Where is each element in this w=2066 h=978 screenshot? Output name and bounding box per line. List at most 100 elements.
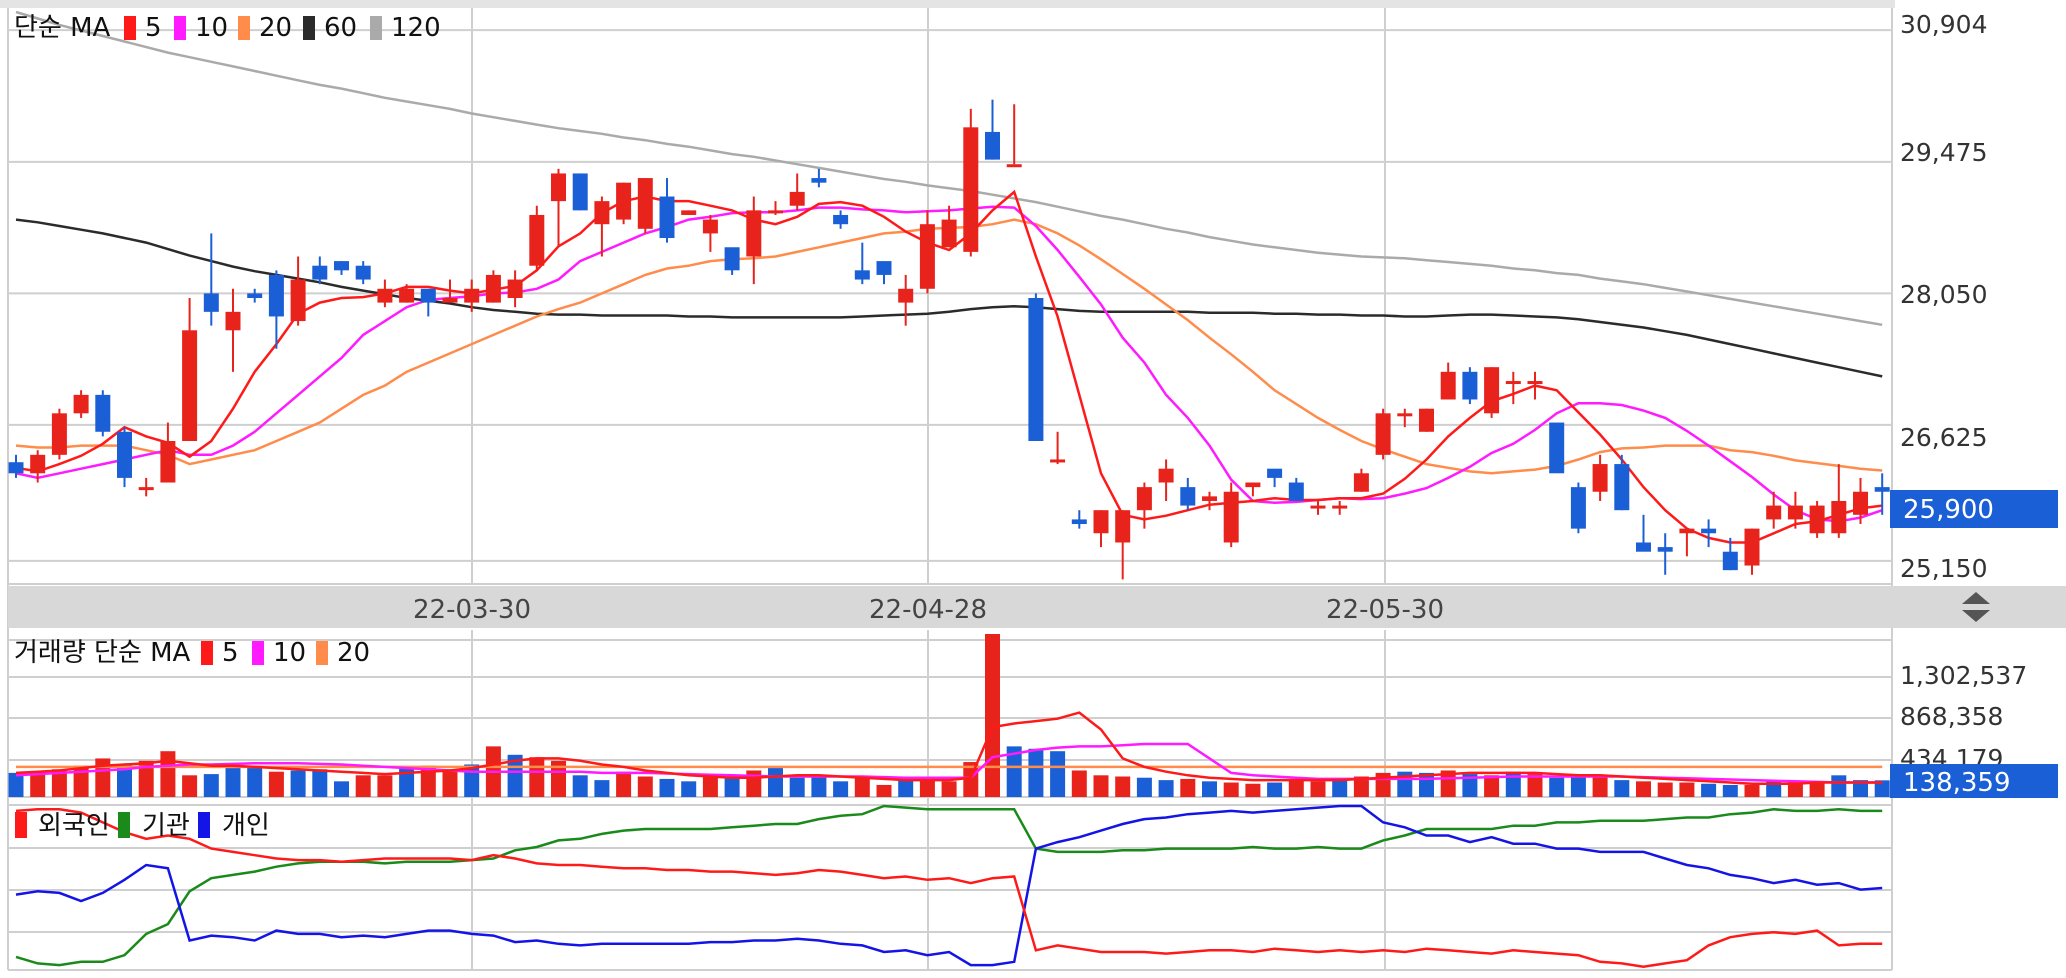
candle-body <box>1527 381 1543 385</box>
candle-body <box>1202 496 1217 501</box>
volume-bar <box>1310 781 1326 797</box>
investor-legend: 외국인 기관 개인 <box>15 811 270 841</box>
volume-bar <box>377 775 393 797</box>
price-tick-label: 26,625 <box>1900 423 1987 452</box>
candle-body <box>1245 482 1261 488</box>
candle-body <box>1332 505 1348 509</box>
ma-5-line <box>15 189 1883 544</box>
volume-panel[interactable] <box>8 634 1890 797</box>
candle-body <box>420 288 436 303</box>
volume-bar <box>551 760 566 797</box>
up-down-arrow-icon[interactable] <box>1962 592 1990 622</box>
volume-bar <box>1722 784 1738 797</box>
candle-body <box>1614 464 1630 511</box>
legend-label: 20 <box>259 13 292 43</box>
price-panel[interactable] <box>15 10 1883 544</box>
legend-swatch <box>316 641 328 665</box>
candle-body <box>572 173 588 211</box>
volume-bar <box>203 774 219 797</box>
candle-body <box>1353 473 1369 492</box>
candle-body <box>1006 164 1022 168</box>
candle-body <box>898 288 914 303</box>
price-legend-title: 단순 MA <box>14 13 111 43</box>
candle-body <box>1180 487 1196 506</box>
candle-body <box>1223 491 1239 543</box>
volume-bar <box>811 775 827 797</box>
candle-body <box>963 127 979 252</box>
candle-body <box>1657 547 1673 552</box>
candles[interactable] <box>8 99 1890 580</box>
volume-bar <box>1831 775 1847 797</box>
candle-body <box>182 330 198 441</box>
candle-body <box>8 462 24 474</box>
volume-legend-title: 거래량 단순 MA <box>14 638 191 668</box>
legend-swatch <box>370 16 382 40</box>
volume-bar <box>312 769 328 797</box>
candle-body <box>1462 371 1478 400</box>
volume-bar <box>1853 780 1868 797</box>
volume-bar <box>1245 783 1261 797</box>
candle-body <box>138 487 154 491</box>
volume-bar <box>898 780 914 797</box>
candle-body <box>1310 505 1326 509</box>
candle-body <box>702 219 718 234</box>
candle-body <box>507 279 523 298</box>
candle-body <box>464 288 480 303</box>
legend-label: 5 <box>145 13 162 43</box>
legend-swatch <box>303 16 315 40</box>
candle-body <box>1831 500 1847 534</box>
volume-bar <box>854 776 870 797</box>
legend-swatch <box>198 812 210 838</box>
volume-bar <box>117 764 132 797</box>
top-border <box>0 0 1895 8</box>
candle-body <box>616 182 632 220</box>
volume-bar <box>399 768 415 797</box>
candle-body <box>312 265 328 280</box>
volume-bar <box>1332 780 1348 797</box>
legend-label: 120 <box>391 13 441 43</box>
candle-body <box>377 288 393 303</box>
price-legend: 단순 MA 5 10 20 60 120 <box>14 13 441 43</box>
candle-body <box>247 293 263 298</box>
candle-body <box>811 178 827 183</box>
volume-bar <box>1484 775 1500 797</box>
volume-bar <box>1527 774 1543 797</box>
volume-bar <box>1614 780 1630 797</box>
volume-bar <box>73 765 89 797</box>
candle-body <box>681 210 697 215</box>
candle-body <box>1570 487 1586 529</box>
candle-body <box>1722 551 1738 571</box>
legend-swatch <box>201 641 213 665</box>
volume-bar <box>1115 776 1131 797</box>
candle-body <box>1267 468 1283 478</box>
candle-body <box>1093 510 1109 534</box>
grid-lines <box>7 8 1893 971</box>
current-price-tag <box>1890 490 2058 528</box>
volume-bar <box>1701 783 1717 797</box>
candle-body <box>941 219 957 248</box>
date-axis-bar[interactable] <box>8 586 2066 628</box>
volume-bar <box>1288 778 1304 797</box>
volume-bar <box>702 775 718 797</box>
candle-body <box>1853 491 1868 515</box>
volume-bar <box>941 781 957 797</box>
candle-body <box>789 191 805 206</box>
volume-bar <box>1158 780 1174 797</box>
volume-bar <box>507 754 523 797</box>
ma-120-line <box>15 10 1883 327</box>
candle-body <box>659 196 675 239</box>
candle-body <box>290 279 306 322</box>
volume-bar <box>1809 782 1825 797</box>
candle-body <box>768 210 783 214</box>
candle-body <box>1874 487 1890 492</box>
date-label: 22-03-30 <box>413 595 531 625</box>
investor-panel[interactable] <box>15 804 1883 968</box>
legend-swatch <box>118 812 130 838</box>
volume-bar <box>8 772 24 797</box>
volume-bar <box>1353 776 1369 797</box>
candle-body <box>854 270 870 280</box>
candle-body <box>160 441 176 483</box>
volume-bar <box>1136 777 1152 797</box>
